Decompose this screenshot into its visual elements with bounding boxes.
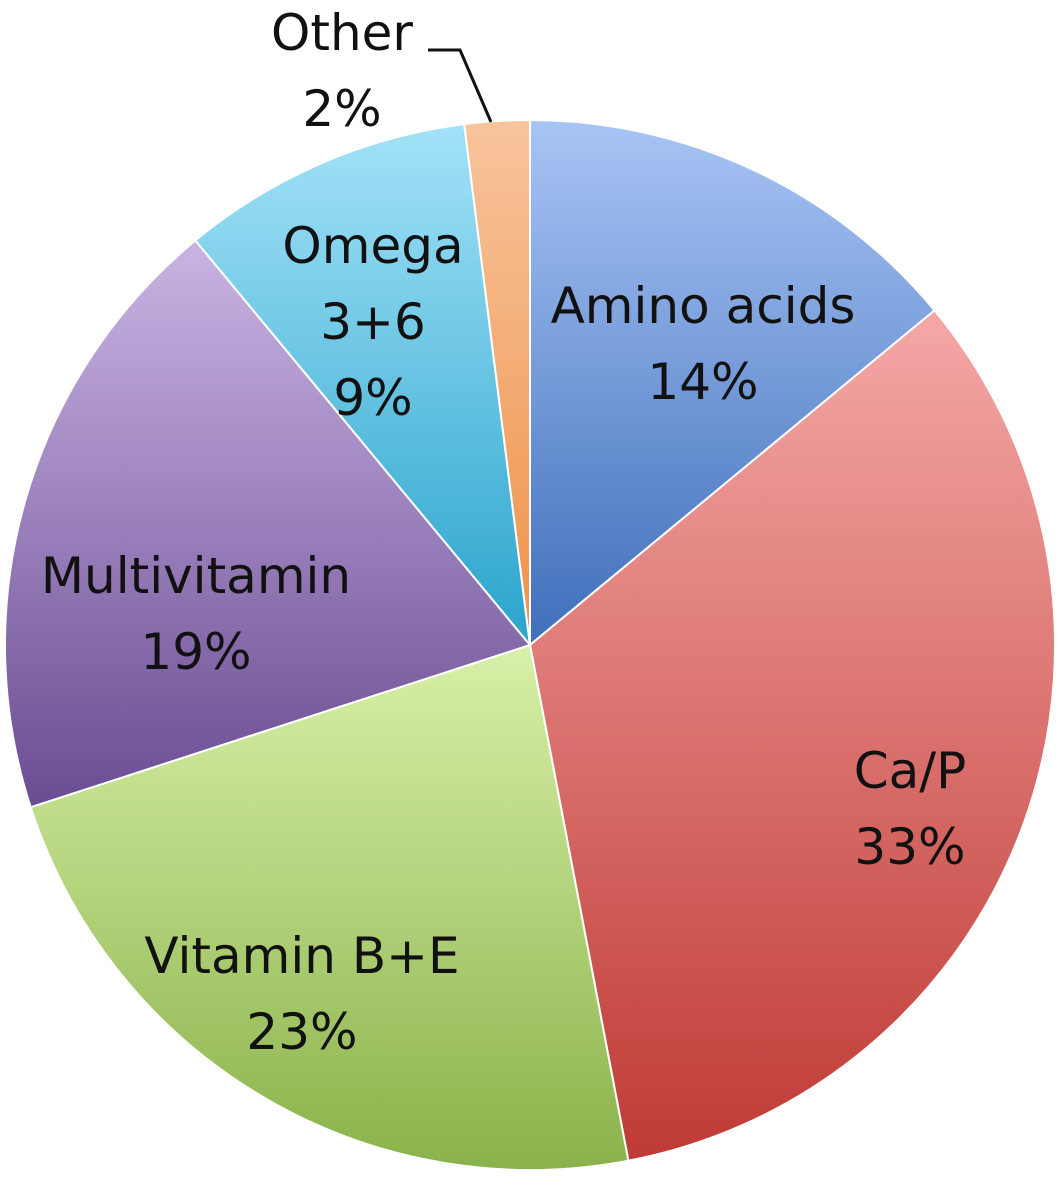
pie-slice-multivitamin [4, 239, 532, 809]
pie-slices [4, 118, 1056, 1171]
data-label-amino-acids: Amino acids 14% [551, 277, 856, 411]
data-label-line: Amino acids [551, 277, 856, 335]
data-label-line: 23% [246, 1003, 357, 1061]
other-leader-line [428, 48, 493, 123]
data-label-vitamin-b-e: Vitamin B+E 23% [144, 927, 459, 1061]
pie-labels: Amino acids 14% Ca/P 33% Vitamin B+E 23% Multi… [41, 4, 966, 1061]
data-label-omega-3-6: Omega 3+6 9% [282, 217, 463, 427]
pie-slice-other [463, 118, 531, 646]
data-label-line: Ca/P [854, 742, 967, 800]
data-label-line: Multivitamin [41, 547, 351, 605]
data-label-line: Vitamin B+E [144, 927, 459, 985]
data-label-line: Omega [282, 217, 463, 275]
data-label-line: Other [271, 4, 413, 62]
pie-slice-ca-p [528, 308, 1056, 1162]
data-label-line: 33% [854, 818, 965, 876]
pie-slice-omega-3-6 [193, 123, 532, 649]
pie-slice-amino-acids [529, 118, 936, 648]
pie-slice-vitamin-b-e [29, 643, 630, 1171]
data-label-line: 3+6 [320, 293, 426, 351]
data-label-line: 19% [140, 623, 251, 681]
data-label-line: 14% [647, 353, 758, 411]
data-label-line: 2% [302, 80, 381, 138]
data-label-multivitamin: Multivitamin 19% [41, 547, 351, 681]
data-label-other: Other 2% [271, 4, 413, 138]
data-label-line: 9% [333, 369, 412, 427]
data-label-ca-p: Ca/P 33% [854, 742, 967, 876]
